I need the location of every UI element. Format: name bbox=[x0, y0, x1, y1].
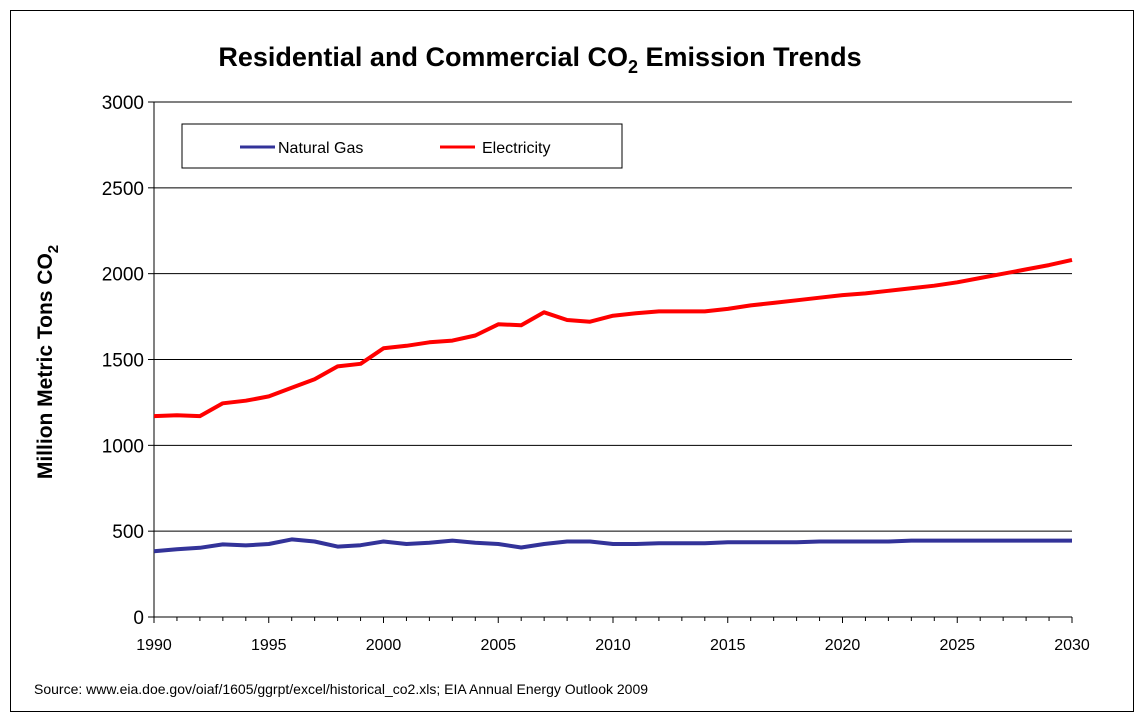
x-tick-label-2005: 2005 bbox=[480, 637, 516, 654]
series-line-natural-gas bbox=[153, 537, 1072, 554]
y-tick-label-3000: 3000 bbox=[102, 93, 144, 114]
y-tick-label-2500: 2500 bbox=[102, 179, 144, 200]
y-axis-ticks: 0 500 1000 1500 2000 2500 3000 bbox=[102, 93, 154, 629]
series-line-electricity bbox=[153, 257, 1073, 419]
y-axis-label-subscript: 2 bbox=[45, 245, 62, 253]
x-tick-label-2025: 2025 bbox=[939, 637, 975, 654]
y-tick-label-1000: 1000 bbox=[102, 436, 144, 457]
x-tick-label-1990: 1990 bbox=[136, 637, 172, 654]
x-tick-label-1995: 1995 bbox=[251, 637, 287, 654]
y-tick-label-2000: 2000 bbox=[102, 265, 144, 286]
x-tick-label-2010: 2010 bbox=[595, 637, 631, 654]
y-tick-label-1500: 1500 bbox=[102, 351, 144, 372]
legend-label-electricity: Electricity bbox=[482, 140, 550, 157]
chart-title-tail: Emission Trends bbox=[638, 42, 862, 72]
y-axis-label: Million Metric Tons CO2 bbox=[34, 245, 62, 479]
axes bbox=[153, 102, 1072, 618]
y-axis-label-main: Million Metric Tons CO bbox=[34, 253, 57, 479]
source-note: Source: www.eia.doe.gov/oiaf/1605/ggrpt/… bbox=[34, 681, 648, 697]
y-tick-label-500: 500 bbox=[112, 522, 144, 543]
series-lines bbox=[153, 257, 1073, 554]
x-tick-label-2020: 2020 bbox=[825, 637, 861, 654]
x-tick-label-2000: 2000 bbox=[366, 637, 402, 654]
chart-title: Residential and Commercial CO2 Emission … bbox=[218, 42, 861, 77]
legend-label-natural-gas: Natural Gas bbox=[278, 140, 363, 157]
chart-title-main: Residential and Commercial CO bbox=[218, 42, 628, 72]
x-axis-ticks: 1990 1995 2000 2005 2010 2015 2020 2025 2030 bbox=[136, 617, 1090, 654]
x-tick-label-2030: 2030 bbox=[1054, 637, 1090, 654]
x-tick-label-2015: 2015 bbox=[710, 637, 746, 654]
chart-title-subscript: 2 bbox=[628, 57, 638, 77]
legend: Natural Gas Electricity bbox=[181, 123, 623, 169]
gridlines bbox=[154, 101, 1072, 532]
y-tick-label-0: 0 bbox=[133, 608, 144, 629]
